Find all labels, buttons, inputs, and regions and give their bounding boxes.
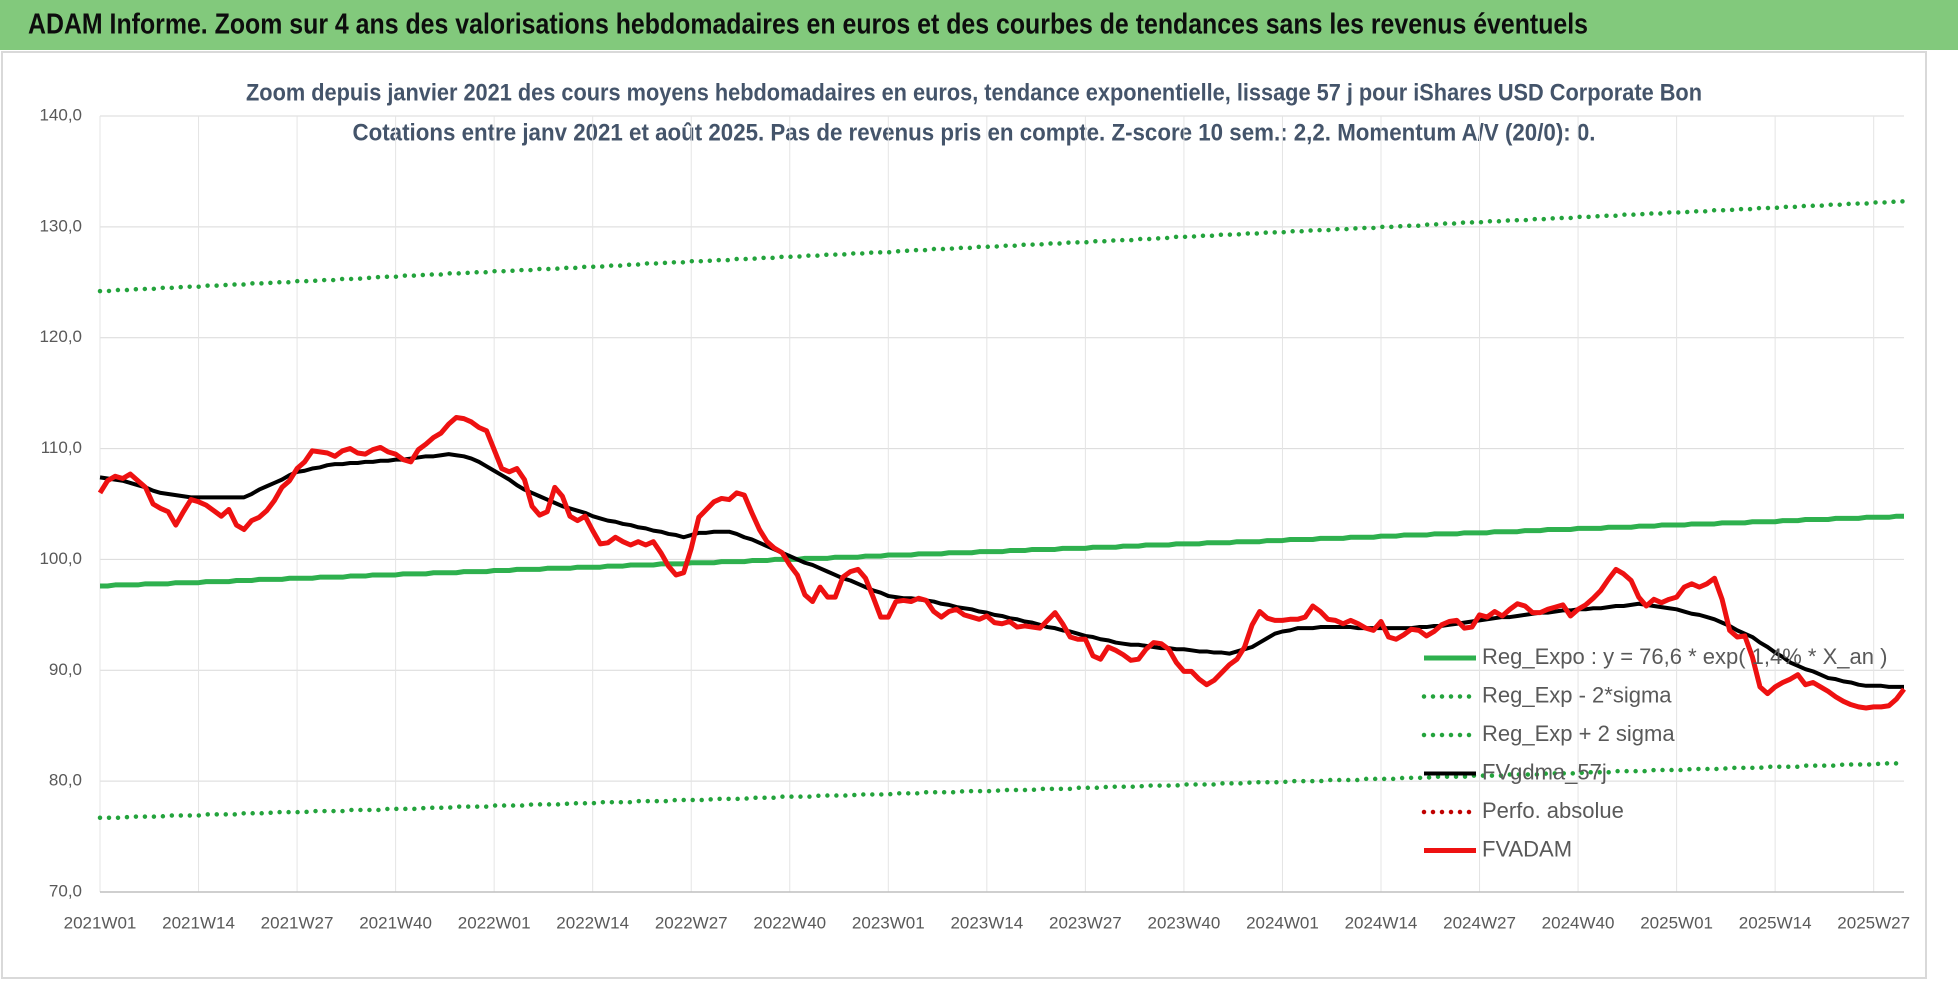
header-title: ADAM Informe. Zoom sur 4 ans des valoris… bbox=[28, 9, 1588, 41]
legend-label: Perfo. absolue bbox=[1482, 798, 1624, 823]
x-tick-label: 2025W27 bbox=[1837, 913, 1910, 932]
x-tick-label: 2023W14 bbox=[950, 913, 1023, 932]
x-tick-label: 2022W27 bbox=[655, 913, 728, 932]
chart-subtitle: Cotations entre janv 2021 et août 2025. … bbox=[353, 119, 1596, 146]
x-tick-label: 2021W27 bbox=[261, 913, 334, 932]
y-tick-label: 120,0 bbox=[39, 327, 82, 346]
x-tick-label: 2021W01 bbox=[64, 913, 137, 932]
y-tick-label: 70,0 bbox=[49, 881, 82, 900]
header-band bbox=[0, 0, 1958, 50]
x-tick-label: 2024W27 bbox=[1443, 913, 1516, 932]
y-tick-label: 100,0 bbox=[39, 549, 82, 568]
x-tick-label: 2023W40 bbox=[1148, 913, 1221, 932]
series-line bbox=[100, 513, 1904, 589]
x-tick-label: 2025W01 bbox=[1640, 913, 1713, 932]
chart-title: Zoom depuis janvier 2021 des cours moyen… bbox=[246, 79, 1702, 106]
chart-border bbox=[1, 51, 1927, 979]
y-tick-label: 140,0 bbox=[39, 105, 82, 124]
legend-label: Reg_Expo : y = 76,6 * exp( 1,4% * X_an ) bbox=[1482, 644, 1887, 669]
x-tick-label: 2023W27 bbox=[1049, 913, 1122, 932]
x-tick-label: 2022W01 bbox=[458, 913, 531, 932]
x-tick-label: 2021W14 bbox=[162, 913, 235, 932]
y-tick-label: 130,0 bbox=[39, 216, 82, 235]
legend-label: Reg_Exp - 2*sigma bbox=[1482, 682, 1672, 707]
x-tick-label: 2024W40 bbox=[1542, 913, 1615, 932]
x-tick-label: 2023W01 bbox=[852, 913, 925, 932]
y-tick-label: 110,0 bbox=[41, 438, 82, 457]
x-tick-label: 2022W40 bbox=[753, 913, 826, 932]
y-tick-label: 80,0 bbox=[49, 771, 82, 790]
x-tick-label: 2021W40 bbox=[359, 913, 432, 932]
legend-label: Reg_Exp + 2 sigma bbox=[1482, 721, 1675, 746]
y-tick-label: 90,0 bbox=[49, 660, 82, 679]
x-tick-label: 2025W14 bbox=[1739, 913, 1812, 932]
series-line bbox=[97, 199, 1907, 294]
x-tick-label: 2024W01 bbox=[1246, 913, 1319, 932]
legend-label: FVADAM bbox=[1482, 836, 1572, 861]
x-tick-label: 2024W14 bbox=[1345, 913, 1418, 932]
x-tick-label: 2022W14 bbox=[556, 913, 629, 932]
series-line bbox=[97, 415, 1906, 711]
legend-label: FVgdma_57j bbox=[1482, 759, 1607, 784]
plot-area: 70,0 80,0 90,0 100,0 110,0 120,0 130,0 140,0 202… bbox=[39, 105, 1910, 932]
series-line bbox=[97, 761, 1907, 820]
